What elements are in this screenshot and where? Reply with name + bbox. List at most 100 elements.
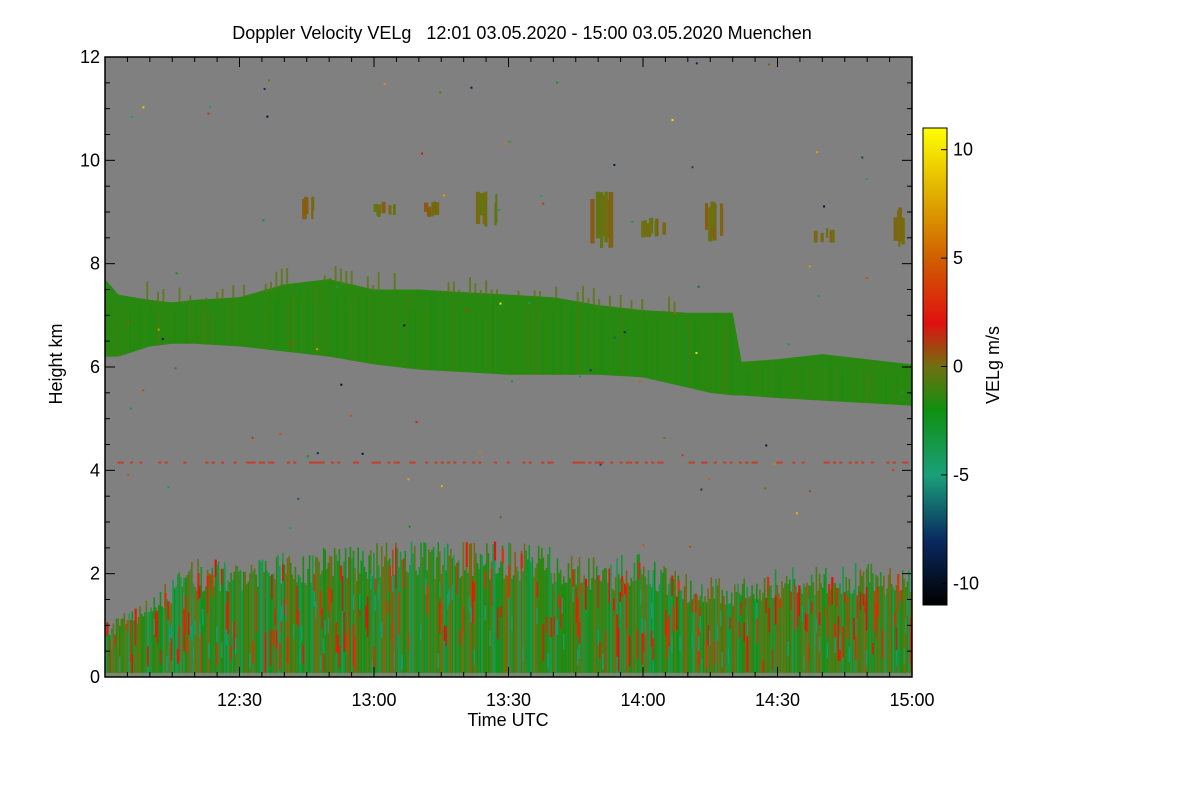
cloud-layer-streak [573,303,575,375]
boundary-layer-column [821,587,824,677]
clutter-dot [412,461,416,464]
cloud-layer-streak [433,301,435,371]
updraft-echo [545,616,548,634]
boundary-layer-column [575,584,578,677]
noise-pixel [613,163,616,166]
downdraft-echo [111,634,114,650]
updraft-echo [500,606,503,618]
high-cloud-patch [826,228,829,238]
high-cloud-patch [377,204,381,218]
downdraft-echo [892,618,895,635]
cloud-top-streak [393,272,396,292]
cloud-layer-streak [298,285,301,354]
clutter-dot [472,461,476,464]
cloud-layer-streak [150,304,153,347]
boundary-layer-column [501,545,504,677]
boundary-layer-column [354,568,356,677]
boundary-layer-column [523,543,526,677]
boundary-layer-column [503,578,505,677]
boundary-layer-column [613,590,615,677]
updraft-echo [572,569,575,594]
boundary-layer-column [148,611,151,677]
boundary-layer-column [603,568,606,677]
x-tick-label: 12:30 [217,690,262,710]
boundary-layer-column [873,591,876,677]
cloud-layer-streak [148,311,150,347]
clutter-dot [855,461,859,464]
clutter-dot [164,461,168,464]
updraft-echo [170,622,173,661]
boundary-layer-column [519,580,521,677]
noise-pixel [681,454,684,457]
boundary-layer-column [657,591,659,677]
colorbar-label: VELg m/s [983,326,1003,404]
x-axis: 12:30 13:00 13:30 14:00 14:30 15:00 [126,57,935,710]
cloud-layer-streak [123,298,126,355]
boundary-layer-column [330,556,333,677]
clutter-dot [629,461,633,464]
boundary-layer-column [476,563,479,677]
boundary-layer-column [759,589,761,677]
updraft-echo [664,610,668,637]
boundary-layer-column [776,585,778,677]
boundary-layer-column [409,564,411,677]
boundary-layer-column [751,585,753,677]
boundary-layer-column [762,592,764,677]
high-cloud-patch [608,192,614,248]
clutter-dot [117,461,121,464]
boundary-layer-column [679,589,681,677]
cloud-top-streak [587,298,590,306]
clutter-dot [462,461,466,464]
cloud-layer-streak [723,326,726,395]
cloud-layer-streak [476,308,478,373]
boundary-layer-column [291,574,294,677]
high-cloud-patch [388,205,392,215]
clutter-dot [688,461,692,464]
updraft-echo [208,573,211,587]
clutter-dot [582,461,586,464]
cloud-layer-streak [594,309,597,375]
boundary-layer-column [176,574,179,677]
updraft-echo [617,628,621,672]
downdraft-echo [699,616,702,632]
boundary-layer-column [195,590,198,677]
downdraft-echo [358,594,361,610]
noise-pixel [599,463,602,466]
boundary-layer-column [208,573,210,677]
boundary-layer-column [271,574,273,677]
clutter-dot [861,461,865,464]
high-cloud-patch [373,203,379,212]
boundary-layer-column [404,550,407,677]
downdraft-echo [755,602,758,619]
downdraft-echo [522,646,525,663]
boundary-layer-column [744,598,747,677]
boundary-layer-column [164,583,167,677]
updraft-echo [762,660,765,673]
clutter-dot [902,461,906,464]
boundary-layer-column [269,575,272,677]
cloud-layer-streak [196,305,199,344]
noise-pixel [623,331,626,334]
cloud-top-streak [162,289,165,304]
updraft-echo [227,591,230,635]
boundary-layer-column [428,549,430,677]
boundary-layer-column [443,547,446,677]
cloud-layer-streak [694,322,696,390]
downdraft-echo [437,652,440,669]
boundary-layer-column [286,558,289,677]
cloud-layer-streak [608,325,610,376]
boundary-layer-column [172,579,174,677]
cloud-layer-streak [688,317,691,388]
boundary-layer-column [272,573,275,677]
updraft-echo [613,598,616,611]
boundary-layer-column [224,562,226,677]
boundary-layer-column [735,591,738,677]
noise-pixel [350,414,353,417]
updraft-echo [114,635,117,647]
boundary-layer-column [685,573,687,677]
updraft-echo [846,596,850,640]
clutter-dot [139,461,143,464]
noise-pixel [868,398,871,401]
cloud-layer-streak [742,362,745,396]
updraft-echo [834,624,837,643]
